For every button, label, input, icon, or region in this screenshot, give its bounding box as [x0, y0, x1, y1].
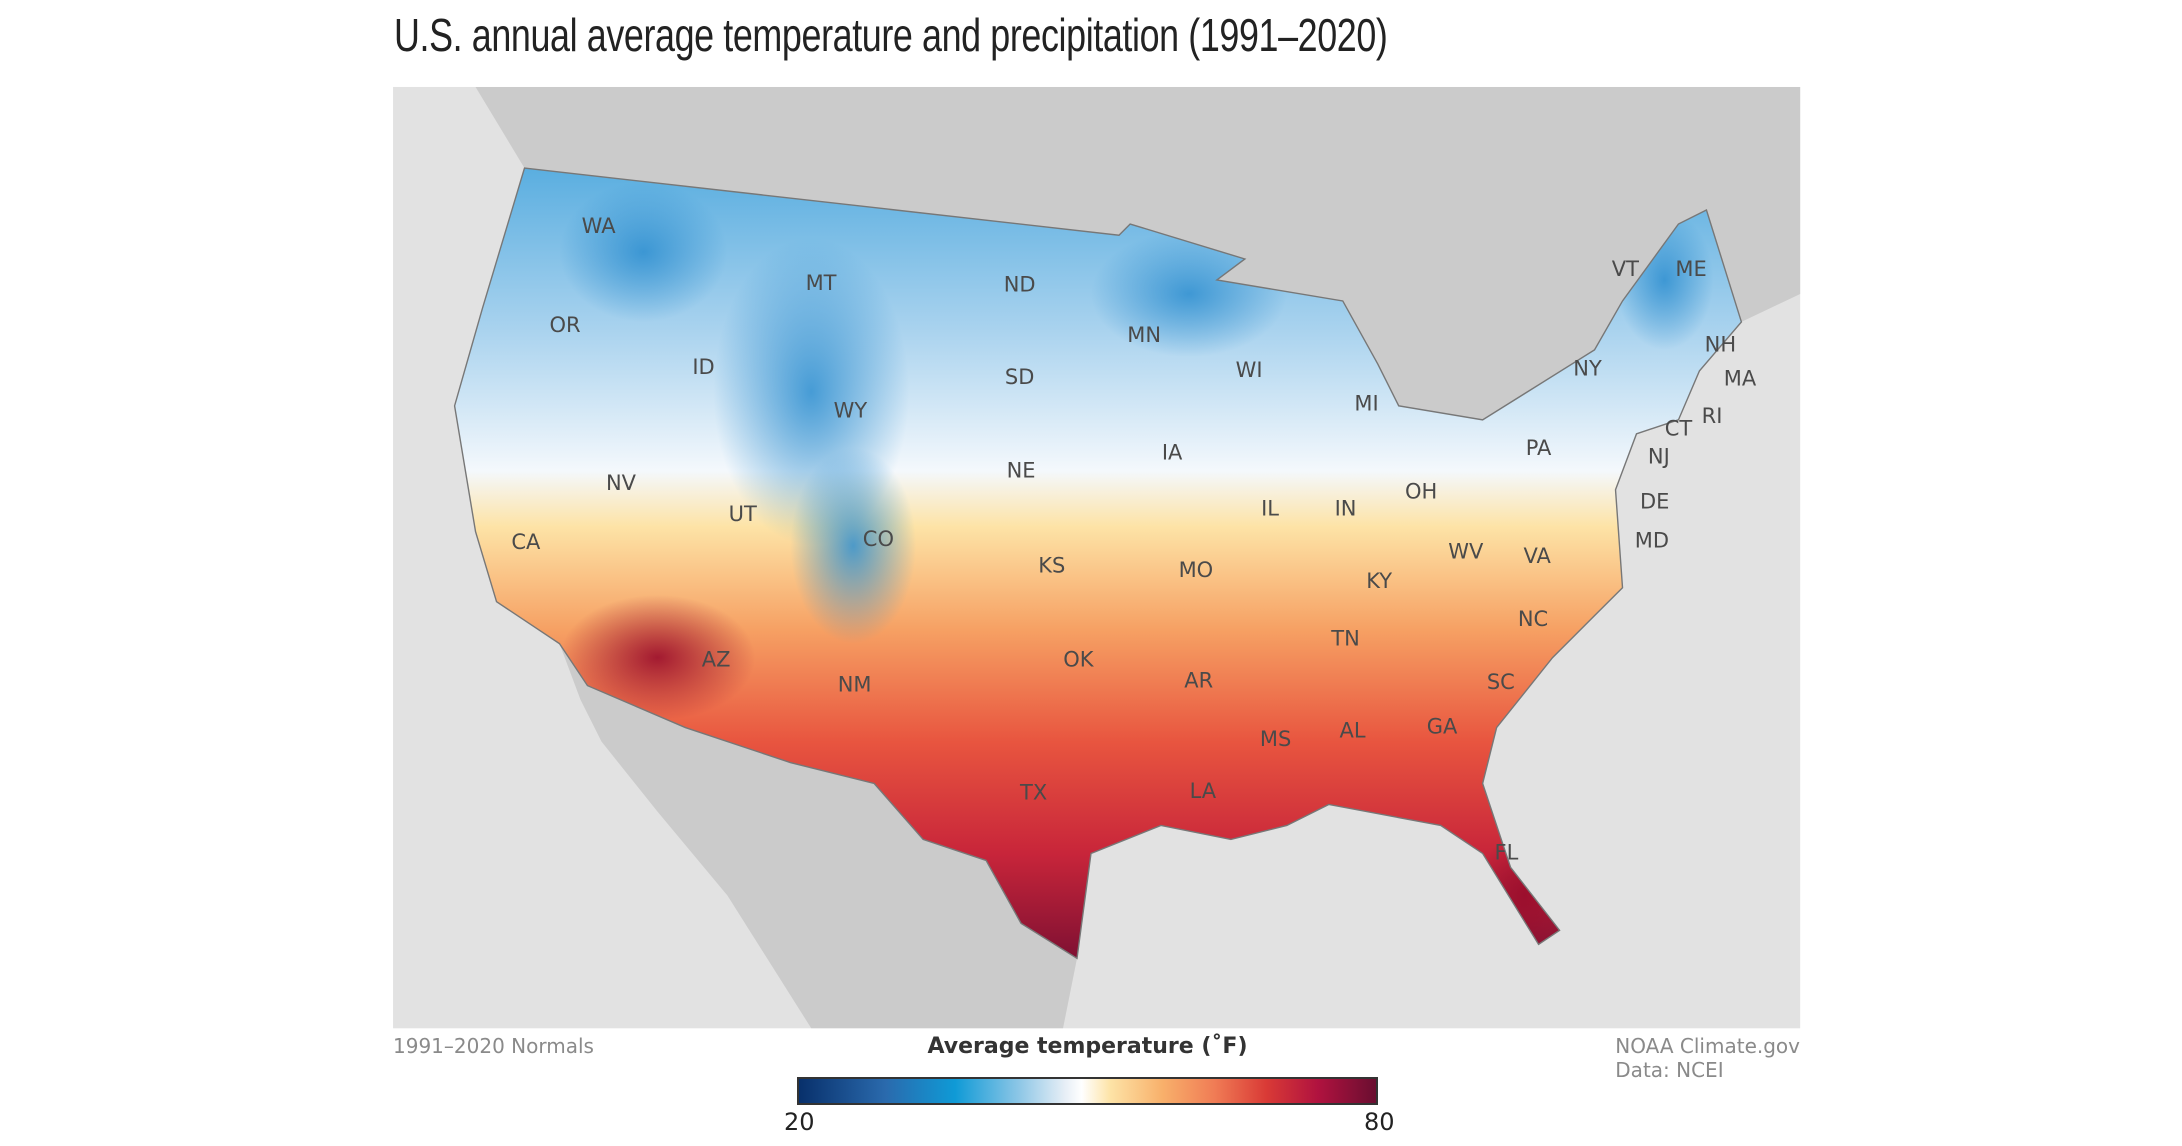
footer-credit: NOAA Climate.gov Data: NCEI [1615, 1034, 1800, 1082]
state-label-va: VA [1524, 544, 1552, 568]
state-label-il: IL [1261, 496, 1279, 520]
state-label-in: IN [1335, 496, 1357, 520]
state-label-nj: NJ [1648, 445, 1670, 469]
state-label-ny: NY [1573, 356, 1602, 380]
state-label-or: OR [550, 313, 581, 337]
credit-source: NOAA Climate.gov [1615, 1034, 1800, 1058]
legend-color-bar [797, 1077, 1378, 1105]
state-label-ut: UT [729, 502, 757, 526]
state-label-ca: CA [511, 530, 541, 554]
state-label-wa: WA [582, 214, 617, 238]
state-label-ri: RI [1702, 404, 1723, 428]
legend-title: Average temperature (˚F) [927, 1034, 1248, 1059]
map-title: U.S. annual average temperature and prec… [394, 9, 1388, 61]
state-label-oh: OH [1405, 480, 1437, 504]
footer-normals: 1991–2020 Normals [393, 1034, 594, 1058]
state-label-la: LA [1190, 779, 1217, 803]
legend-max-label: 80 [1364, 1108, 1395, 1136]
state-label-fl: FL [1495, 840, 1519, 864]
state-label-nc: NC [1518, 607, 1548, 631]
state-label-ky: KY [1366, 569, 1392, 593]
state-label-tx: TX [1019, 780, 1047, 804]
state-label-nd: ND [1004, 273, 1036, 297]
state-label-az: AZ [702, 647, 731, 671]
state-label-pa: PA [1526, 436, 1552, 460]
state-label-vt: VT [1612, 257, 1639, 281]
state-label-ga: GA [1427, 715, 1458, 739]
state-label-al: AL [1340, 719, 1366, 743]
state-label-co: CO [863, 527, 894, 551]
credit-data: Data: NCEI [1615, 1058, 1724, 1082]
mexico-land [559, 643, 1078, 1029]
state-label-ks: KS [1038, 554, 1065, 578]
state-label-tn: TN [1330, 626, 1360, 650]
state-label-nh: NH [1705, 333, 1736, 357]
state-label-ct: CT [1665, 417, 1693, 441]
state-label-de: DE [1640, 489, 1669, 513]
state-label-ne: NE [1007, 459, 1036, 483]
state-label-mi: MI [1354, 391, 1378, 415]
state-label-sc: SC [1487, 670, 1515, 694]
state-label-id: ID [692, 355, 714, 379]
state-label-wv: WV [1448, 540, 1484, 564]
state-label-nm: NM [838, 673, 872, 697]
state-label-mt: MT [806, 271, 837, 295]
state-label-sd: SD [1005, 365, 1034, 389]
state-label-mn: MN [1127, 323, 1161, 347]
state-label-ok: OK [1063, 647, 1095, 671]
state-label-wy: WY [834, 398, 868, 422]
legend-min-label: 20 [784, 1108, 815, 1136]
state-label-mo: MO [1179, 558, 1214, 582]
canada-land [393, 86, 1801, 420]
state-label-md: MD [1635, 529, 1669, 553]
state-label-ar: AR [1184, 668, 1213, 692]
state-label-ia: IA [1162, 440, 1183, 464]
state-label-me: ME [1675, 257, 1706, 281]
state-label-ma: MA [1724, 366, 1757, 390]
state-label-ms: MS [1260, 727, 1291, 751]
state-label-wi: WI [1236, 358, 1263, 382]
state-label-nv: NV [606, 471, 637, 495]
